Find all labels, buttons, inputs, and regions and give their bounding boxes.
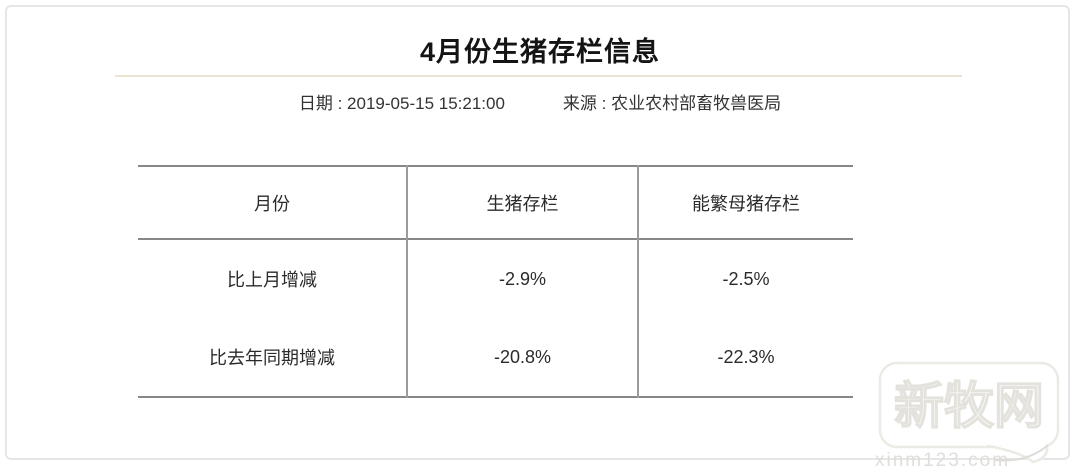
table-row: 比上月增减 -2.9% -2.5% bbox=[138, 239, 853, 318]
publish-date: 日期 : 2019-05-15 15:21:00 bbox=[298, 94, 505, 113]
header-pig-inventory: 生猪存栏 bbox=[406, 166, 638, 239]
row-label: 比去年同期增减 bbox=[209, 348, 335, 368]
table-row: 比去年同期增减 -20.8% -22.3% bbox=[138, 318, 853, 397]
header-month: 月份 bbox=[254, 193, 290, 214]
inventory-table: 月份 生猪存栏 能繁母猪存栏 比上月增减 -2.9% -2.5% 比去年同期增减… bbox=[138, 165, 853, 398]
page-title: 4月份生猪存栏信息 bbox=[419, 37, 661, 67]
pig-inventory-yoy: -20.8% bbox=[406, 318, 638, 397]
sow-inventory-yoy: -22.3% bbox=[637, 318, 853, 397]
meta-row: 日期 : 2019-05-15 15:21:00 来源 : 农业农村部畜牧兽医局 bbox=[0, 89, 1080, 114]
watermark-logo: 新牧网 xinm123.com bbox=[875, 361, 1060, 470]
row-label: 比上月增减 bbox=[227, 270, 317, 290]
publish-source: 来源 : 农业农村部畜牧兽医局 bbox=[562, 94, 782, 113]
inventory-table-wrap: 月份 生猪存栏 能繁母猪存栏 比上月增减 -2.9% -2.5% 比去年同期增减… bbox=[138, 165, 853, 398]
watermark-brand-text: 新牧网 bbox=[894, 378, 1044, 434]
title-divider bbox=[115, 75, 962, 77]
header-sow-inventory: 能繁母猪存栏 bbox=[637, 166, 853, 239]
watermark-bubble-tail bbox=[986, 443, 1049, 464]
sow-inventory-mom: -2.5% bbox=[637, 239, 853, 318]
table-header-row: 月份 生猪存栏 能繁母猪存栏 bbox=[138, 166, 853, 239]
watermark-bubble bbox=[878, 361, 1060, 449]
watermark-site-text: xinm123.com bbox=[875, 450, 1010, 470]
pig-inventory-mom: -2.9% bbox=[406, 239, 638, 318]
watermark-swoosh bbox=[994, 445, 1048, 462]
